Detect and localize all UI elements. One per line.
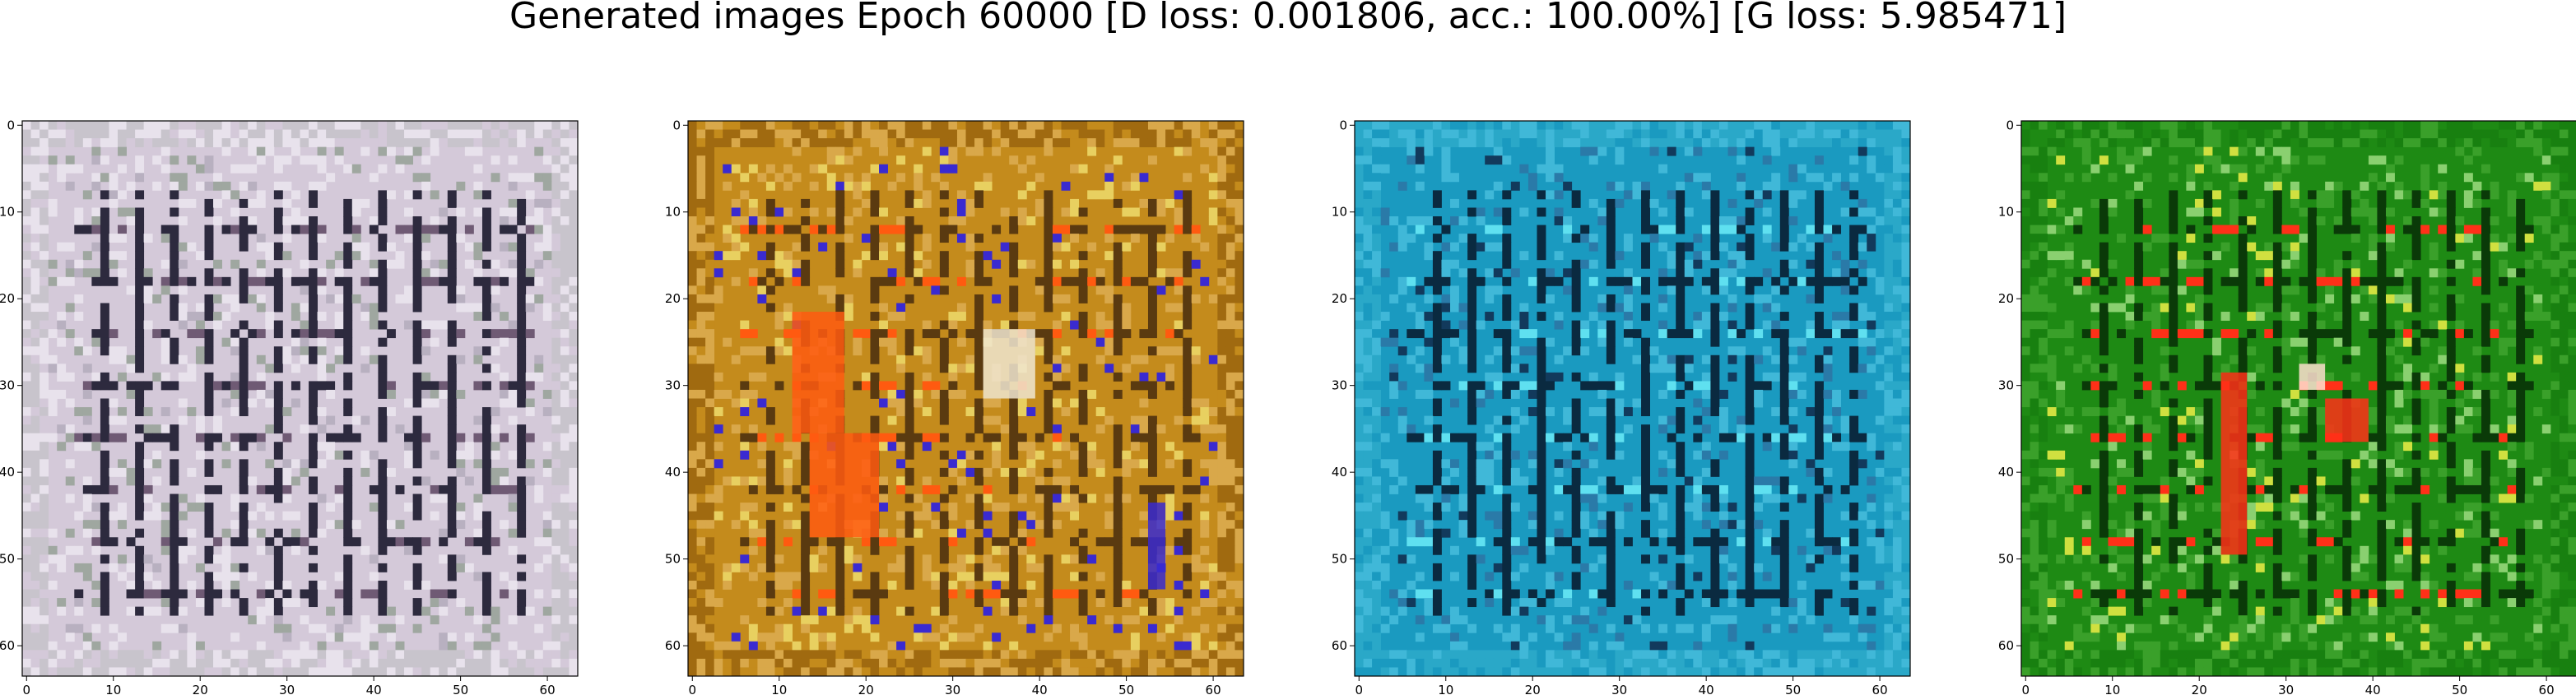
x-tick-label: 60: [1206, 683, 1221, 695]
y-tick-label: 40: [1998, 465, 2014, 480]
axes-1: 0 10 20 30 40 50 60 0 10 20 30 40 50 60: [0, 118, 556, 695]
x-tick-label: 60: [540, 683, 556, 695]
x-tick-label: 50: [453, 683, 468, 695]
x-tick-label: 60: [1872, 683, 1888, 695]
x-tick-label: 50: [1785, 683, 1801, 695]
y-tick-label: 40: [0, 465, 15, 480]
y-tick-label: 0: [2006, 118, 2014, 132]
x-tick-label: 0: [23, 683, 31, 695]
y-tick-label: 50: [1998, 552, 2014, 567]
generated-image-1: [21, 120, 579, 677]
y-tick-label: 20: [1332, 291, 1347, 306]
y-tick-label: 40: [1332, 465, 1347, 480]
y-tick-label: 20: [0, 291, 15, 306]
x-tick-label: 40: [1699, 683, 1714, 695]
y-tick-label: 20: [1998, 291, 2014, 306]
y-tick-label: 30: [1998, 378, 2014, 393]
x-tick-label: 20: [193, 683, 208, 695]
y-tick-label: 0: [672, 118, 681, 132]
y-tick-label: 30: [1332, 378, 1347, 393]
y-tick-label: 0: [7, 118, 15, 132]
generated-image-3: [1354, 120, 1911, 677]
y-tick-label: 60: [0, 638, 15, 653]
x-tick-label: 0: [689, 683, 697, 695]
y-tick-label: 60: [665, 638, 681, 653]
y-tick-label: 50: [1332, 552, 1347, 567]
generated-image-4: [2020, 120, 2576, 677]
y-tick-label: 20: [665, 291, 681, 306]
y-tick-label: 10: [665, 205, 681, 220]
x-tick-label: 0: [2022, 683, 2030, 695]
x-tick-label: 60: [2539, 683, 2555, 695]
y-tick-label: 10: [1332, 205, 1347, 220]
x-tick-label: 30: [279, 683, 295, 695]
x-tick-label: 40: [366, 683, 382, 695]
axes-4: 0 10 20 30 40 50 60 0 10 20 30 40 50 60: [1998, 118, 2555, 695]
generated-image-2: [687, 120, 1244, 677]
y-tick-label: 30: [0, 378, 15, 393]
x-tick-label: 30: [1611, 683, 1627, 695]
x-tick-label: 30: [2278, 683, 2294, 695]
figure-title: Generated images Epoch 60000 [D loss: 0.…: [509, 0, 2067, 37]
y-tick-label: 50: [0, 552, 15, 567]
y-tick-label: 60: [1332, 638, 1347, 653]
x-tick-label: 10: [771, 683, 787, 695]
x-tick-label: 50: [1118, 683, 1134, 695]
axes-2: 0 10 20 30 40 50 60 0 10 20 30 40 50 60: [665, 118, 1221, 695]
x-tick-label: 0: [1355, 683, 1364, 695]
x-tick-label: 40: [1032, 683, 1048, 695]
y-tick-label: 0: [1339, 118, 1347, 132]
x-tick-label: 40: [2365, 683, 2381, 695]
y-tick-label: 50: [665, 552, 681, 567]
y-tick-label: 60: [1998, 638, 2014, 653]
y-tick-label: 10: [0, 205, 15, 220]
x-tick-label: 20: [1525, 683, 1541, 695]
x-tick-label: 20: [2192, 683, 2207, 695]
x-tick-label: 20: [858, 683, 874, 695]
y-tick-label: 10: [1998, 205, 2014, 220]
x-tick-label: 10: [2104, 683, 2120, 695]
x-tick-label: 30: [945, 683, 960, 695]
y-tick-label: 40: [665, 465, 681, 480]
y-tick-label: 30: [665, 378, 681, 393]
x-tick-label: 10: [1438, 683, 1453, 695]
axes-3: 0 10 20 30 40 50 60 0 10 20 30 40 50 60: [1332, 118, 1888, 695]
x-tick-label: 10: [105, 683, 121, 695]
x-tick-label: 50: [2452, 683, 2467, 695]
